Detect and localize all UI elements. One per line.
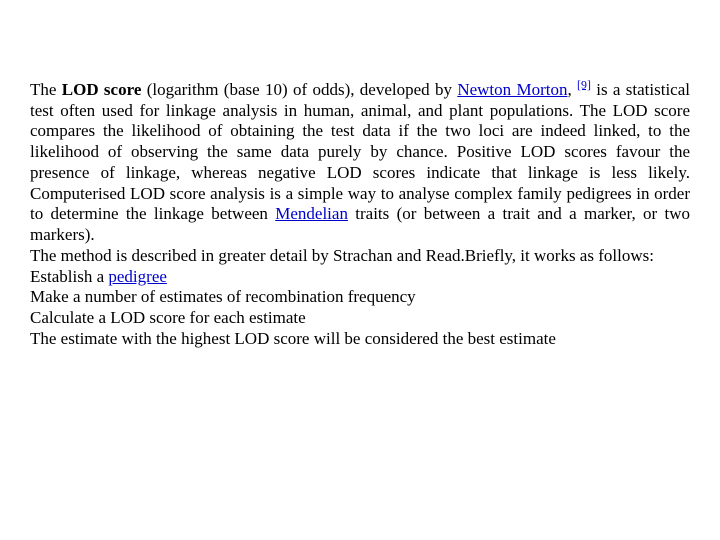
text-run: (logarithm (base 10) of odds), developed… [141,80,457,99]
text-run: , [567,80,577,99]
step-1: Establish a pedigree [30,267,690,288]
text-run: Establish a [30,267,108,286]
text-run: is a statistical test often used for lin… [30,80,690,223]
document-page: The LOD score (logarithm (base 10) of od… [0,0,720,380]
link-reference-9[interactable]: [9] [577,77,591,91]
link-pedigree[interactable]: pedigree [108,267,167,286]
step-4: The estimate with the highest LOD score … [30,329,690,350]
method-paragraph: The method is described in greater detai… [30,246,690,267]
step-2: Make a number of estimates of recombinat… [30,287,690,308]
bold-term: LOD score [62,80,142,99]
main-paragraph: The LOD score (logarithm (base 10) of od… [30,80,690,246]
link-newton-morton[interactable]: Newton Morton [457,80,567,99]
text-run: The [30,80,62,99]
link-mendelian[interactable]: Mendelian [275,204,348,223]
step-3: Calculate a LOD score for each estimate [30,308,690,329]
